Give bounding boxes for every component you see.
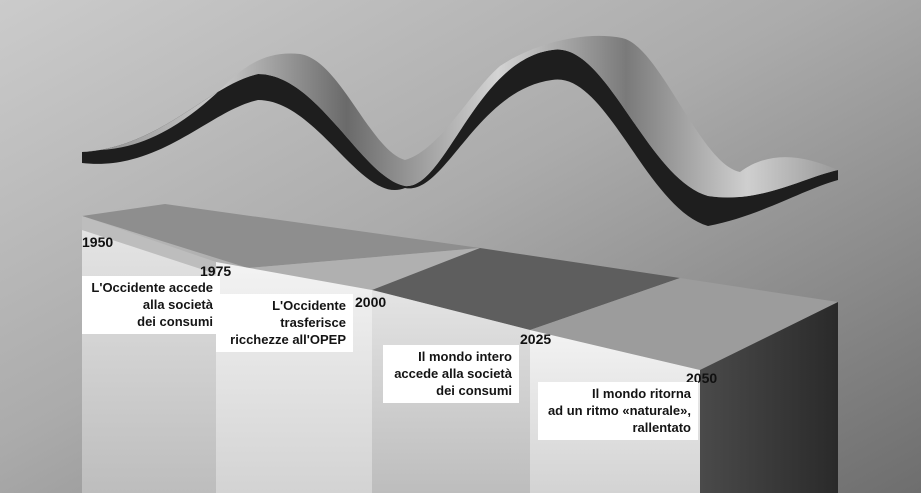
caption-2000-2025: Il mondo intero accede alla società dei … bbox=[383, 345, 519, 403]
caption-1950-1975: L'Occidente accede alla società dei cons… bbox=[82, 276, 220, 334]
caption-line: Il mondo ritorna bbox=[592, 386, 691, 401]
ribbon-surface bbox=[82, 35, 838, 198]
caption-2025-2050: Il mondo ritorna ad un ritmo «naturale»,… bbox=[538, 382, 698, 440]
caption-1975-2000: L'Occidente trasferisce ricchezze all'OP… bbox=[216, 294, 353, 352]
block-front-1 bbox=[82, 230, 216, 493]
block-top-4 bbox=[530, 278, 838, 370]
caption-line: trasferisce bbox=[280, 315, 346, 330]
caption-line: L'Occidente accede bbox=[91, 280, 213, 295]
block-side bbox=[700, 302, 838, 493]
caption-line: ricchezze all'OPEP bbox=[230, 332, 346, 347]
year-marker-2000: 2000 bbox=[355, 294, 387, 310]
caption-line: ad un ritmo «naturale», bbox=[547, 403, 691, 418]
ribbon-shadow bbox=[82, 49, 838, 226]
caption-line: rallentato bbox=[632, 420, 691, 435]
block-top-1 bbox=[82, 204, 480, 268]
block-top-2 bbox=[216, 248, 480, 290]
year-marker-1975: 1975 bbox=[200, 263, 232, 279]
caption-line: alla società bbox=[142, 297, 213, 312]
caption-line: dei consumi bbox=[137, 314, 213, 329]
caption-line: accede alla società bbox=[394, 366, 512, 381]
caption-line: dei consumi bbox=[436, 383, 512, 398]
block-top-3 bbox=[372, 248, 680, 330]
caption-line: Il mondo intero bbox=[418, 349, 512, 364]
block-edge-1 bbox=[82, 216, 216, 274]
year-marker-2025: 2025 bbox=[520, 331, 552, 347]
caption-line: L'Occidente bbox=[272, 298, 346, 313]
year-marker-1950: 1950 bbox=[82, 234, 114, 250]
